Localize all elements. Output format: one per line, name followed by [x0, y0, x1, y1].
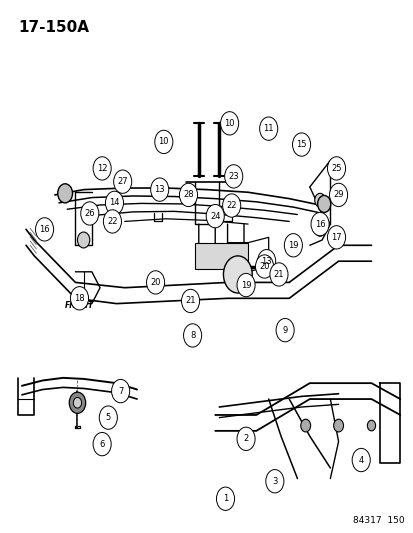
Text: 20: 20: [150, 278, 161, 287]
Circle shape: [146, 271, 164, 294]
Circle shape: [154, 130, 173, 154]
Text: 11: 11: [263, 124, 273, 133]
Text: 21: 21: [185, 296, 195, 305]
Text: 9: 9: [282, 326, 287, 335]
Text: 22: 22: [226, 201, 236, 210]
Text: 16: 16: [314, 220, 325, 229]
Text: FRONT: FRONT: [65, 301, 94, 310]
Text: 4: 4: [358, 456, 363, 465]
Circle shape: [314, 222, 325, 236]
Circle shape: [314, 193, 325, 207]
Text: 25: 25: [330, 164, 341, 173]
Text: 2: 2: [243, 434, 248, 443]
Circle shape: [181, 289, 199, 313]
Circle shape: [275, 318, 294, 342]
Circle shape: [300, 419, 310, 432]
Text: 13: 13: [261, 257, 271, 265]
Text: 29: 29: [332, 190, 343, 199]
Circle shape: [36, 217, 54, 241]
Text: 10: 10: [158, 138, 169, 147]
Text: 8: 8: [190, 331, 195, 340]
Circle shape: [93, 157, 111, 180]
Circle shape: [183, 324, 201, 347]
Text: 1: 1: [222, 494, 228, 503]
Circle shape: [150, 178, 169, 201]
Circle shape: [93, 432, 111, 456]
Circle shape: [257, 249, 275, 273]
Circle shape: [114, 170, 131, 193]
Circle shape: [57, 184, 72, 203]
Circle shape: [327, 225, 345, 249]
Circle shape: [77, 232, 90, 248]
Circle shape: [81, 202, 99, 225]
Circle shape: [223, 256, 252, 293]
Text: 13: 13: [154, 185, 165, 194]
Circle shape: [327, 157, 345, 180]
Circle shape: [292, 133, 310, 156]
Text: 19: 19: [287, 241, 298, 250]
Circle shape: [265, 470, 283, 493]
Circle shape: [351, 448, 369, 472]
Text: 21: 21: [273, 270, 284, 279]
Circle shape: [255, 255, 273, 278]
Text: 20: 20: [259, 262, 269, 271]
Text: 17-150A: 17-150A: [18, 20, 89, 35]
Circle shape: [105, 191, 123, 215]
Text: 6: 6: [99, 440, 104, 449]
Circle shape: [310, 213, 328, 236]
Text: 27: 27: [117, 177, 128, 186]
Circle shape: [222, 194, 240, 217]
Text: 15: 15: [296, 140, 306, 149]
Circle shape: [216, 487, 234, 511]
Text: 18: 18: [74, 294, 85, 303]
Circle shape: [366, 420, 375, 431]
Text: 17: 17: [330, 233, 341, 242]
Text: 22: 22: [107, 217, 117, 226]
Circle shape: [73, 398, 81, 408]
Circle shape: [206, 205, 224, 228]
Circle shape: [99, 406, 117, 429]
Text: 19: 19: [240, 280, 251, 289]
Circle shape: [224, 165, 242, 188]
Text: 24: 24: [209, 212, 220, 221]
Circle shape: [179, 183, 197, 207]
Text: 12: 12: [97, 164, 107, 173]
Text: 3: 3: [271, 477, 277, 486]
Text: 10: 10: [224, 119, 234, 128]
Bar: [194, 243, 247, 269]
Circle shape: [269, 263, 287, 286]
Circle shape: [69, 392, 85, 414]
Circle shape: [70, 287, 88, 310]
Circle shape: [112, 379, 129, 403]
Circle shape: [103, 210, 121, 233]
Circle shape: [237, 427, 254, 450]
Circle shape: [220, 112, 238, 135]
Circle shape: [317, 196, 330, 213]
Circle shape: [237, 273, 254, 297]
Circle shape: [259, 117, 277, 140]
Text: 7: 7: [118, 386, 123, 395]
Text: 23: 23: [228, 172, 238, 181]
Circle shape: [284, 233, 301, 257]
Text: 14: 14: [109, 198, 119, 207]
Text: 28: 28: [183, 190, 193, 199]
Circle shape: [333, 419, 343, 432]
Circle shape: [329, 183, 347, 207]
Text: 84317  150: 84317 150: [352, 516, 404, 525]
Text: 5: 5: [105, 413, 111, 422]
Text: 26: 26: [84, 209, 95, 218]
Text: 16: 16: [39, 225, 50, 234]
